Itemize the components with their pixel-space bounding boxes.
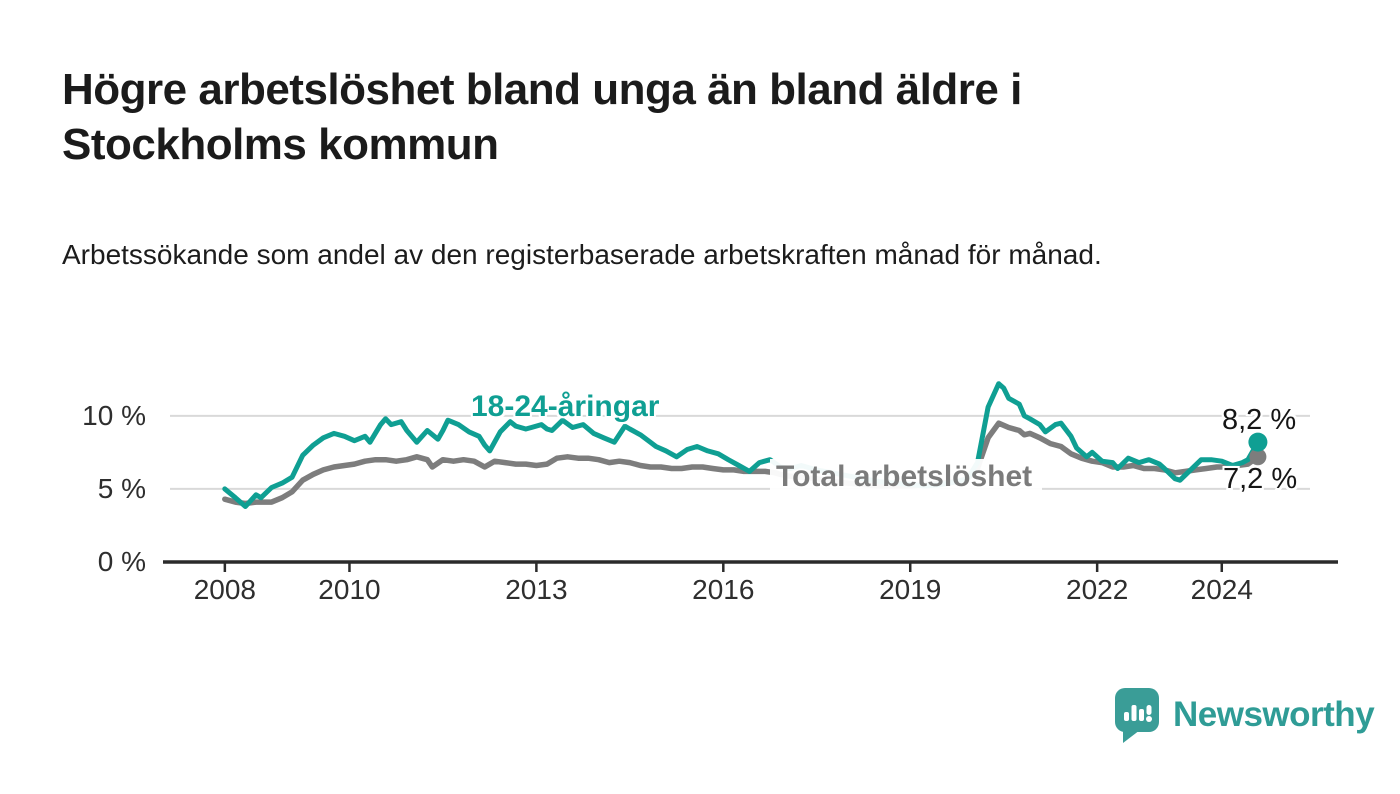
- y-tick-label: 0 %: [97, 546, 146, 577]
- logo-wordmark: Newsworthy: [1173, 695, 1375, 734]
- x-tick-label: 2010: [318, 574, 381, 605]
- line-Total arbetslöshet: [222, 420, 1261, 507]
- end-value-label-young: 8,2 %: [1222, 404, 1297, 436]
- page-title: Högre arbetslöshet bland unga än bland ä…: [62, 65, 1022, 169]
- x-tick-label: 2024: [1190, 574, 1253, 605]
- line-18-24-åringar: [222, 381, 1261, 509]
- x-tick-label: 2016: [692, 574, 755, 605]
- y-tick-label: 10 %: [82, 399, 146, 431]
- speech-bubble-bar-chart-icon: [1115, 688, 1159, 743]
- x-tick-label: 2013: [505, 574, 568, 605]
- end-dot-18-24-åringar: [1248, 432, 1268, 452]
- end-dot-Total arbetslöshet: [1249, 448, 1267, 466]
- y-tick-label: 5 %: [97, 472, 146, 504]
- x-tick-label: 2008: [193, 574, 256, 605]
- x-tick-label: 2022: [1065, 574, 1129, 605]
- end-value-label-total: 7,2 %: [1223, 463, 1298, 495]
- x-tick-label: 2019: [879, 574, 942, 605]
- page-subtitle: Arbetssökande som andel av den registerb…: [62, 239, 1102, 270]
- series-label-young: 18-24-åringar: [471, 390, 660, 423]
- newsworthy-logo[interactable]: Newsworthy: [1113, 686, 1375, 744]
- series-label-total: Total arbetslöshet: [770, 459, 1043, 500]
